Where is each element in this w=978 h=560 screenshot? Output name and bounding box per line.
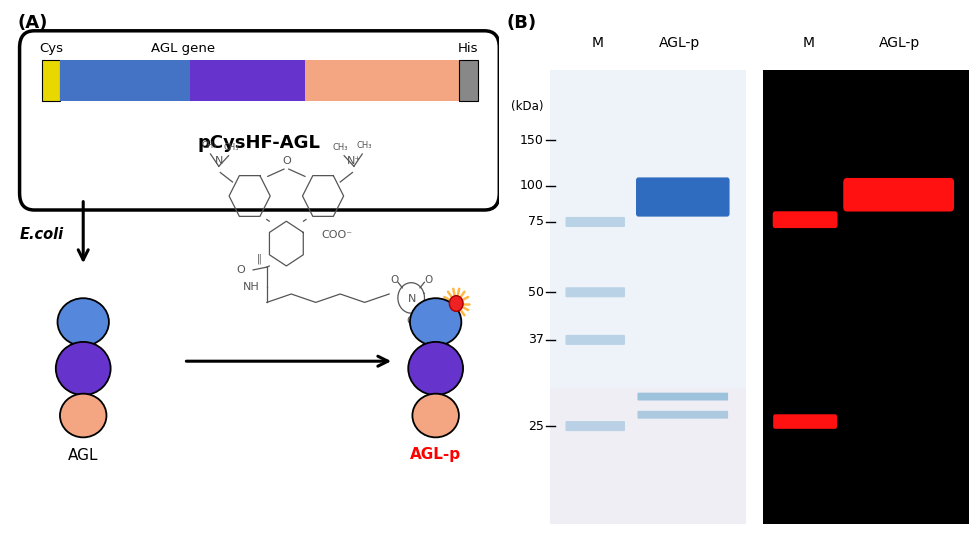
- Text: 37: 37: [527, 333, 544, 347]
- Text: (B): (B): [506, 14, 536, 32]
- Ellipse shape: [408, 342, 463, 395]
- FancyBboxPatch shape: [773, 414, 836, 429]
- FancyBboxPatch shape: [565, 217, 624, 227]
- Circle shape: [449, 296, 463, 311]
- FancyBboxPatch shape: [565, 421, 624, 431]
- Text: CH₃: CH₃: [357, 141, 372, 150]
- Text: 50: 50: [527, 286, 544, 299]
- Bar: [459, 60, 477, 101]
- Bar: [190, 60, 304, 101]
- Text: E.coli: E.coli: [20, 227, 64, 241]
- FancyBboxPatch shape: [549, 388, 745, 524]
- FancyBboxPatch shape: [565, 335, 624, 345]
- Text: (kDa): (kDa): [511, 100, 544, 113]
- Text: ‖: ‖: [257, 254, 261, 264]
- Ellipse shape: [58, 298, 109, 346]
- Text: M: M: [591, 36, 603, 50]
- Text: Cys: Cys: [39, 42, 63, 55]
- Text: M: M: [802, 36, 814, 50]
- FancyBboxPatch shape: [565, 287, 624, 297]
- Text: AGL-p: AGL-p: [878, 36, 919, 50]
- Text: O: O: [423, 275, 432, 285]
- Ellipse shape: [60, 394, 107, 437]
- Text: His: His: [458, 42, 478, 55]
- FancyBboxPatch shape: [636, 178, 729, 217]
- FancyBboxPatch shape: [842, 178, 954, 212]
- Bar: [763, 70, 968, 524]
- Text: COO⁻: COO⁻: [321, 230, 352, 240]
- FancyBboxPatch shape: [20, 31, 499, 210]
- Ellipse shape: [410, 298, 461, 346]
- FancyBboxPatch shape: [549, 70, 745, 524]
- Text: O: O: [236, 265, 244, 275]
- Text: AGL-p: AGL-p: [410, 447, 461, 462]
- FancyBboxPatch shape: [637, 411, 728, 419]
- Text: pCysHF-AGL: pCysHF-AGL: [198, 134, 321, 152]
- Text: O: O: [282, 156, 290, 166]
- FancyBboxPatch shape: [772, 211, 836, 228]
- Text: O: O: [406, 316, 414, 326]
- Text: 75: 75: [527, 216, 544, 228]
- Bar: [60, 60, 190, 101]
- Text: AGL-p: AGL-p: [658, 36, 699, 50]
- Text: AGL: AGL: [67, 448, 99, 463]
- Text: N: N: [408, 294, 416, 304]
- Text: N: N: [214, 156, 223, 166]
- Text: CH₃: CH₃: [333, 143, 347, 152]
- Bar: [304, 60, 459, 101]
- Text: 25: 25: [527, 419, 544, 432]
- Text: CH₃: CH₃: [224, 143, 239, 152]
- Text: 150: 150: [519, 134, 544, 147]
- Text: N⁺: N⁺: [346, 156, 361, 166]
- Text: AGL gene: AGL gene: [151, 42, 214, 55]
- Text: NH: NH: [243, 282, 259, 292]
- Bar: [41, 60, 61, 101]
- FancyBboxPatch shape: [637, 393, 728, 400]
- Text: O: O: [389, 275, 398, 285]
- Text: CH₃: CH₃: [201, 141, 216, 150]
- Ellipse shape: [412, 394, 459, 437]
- Text: 100: 100: [519, 179, 544, 192]
- Text: (A): (A): [18, 14, 48, 32]
- Ellipse shape: [56, 342, 111, 395]
